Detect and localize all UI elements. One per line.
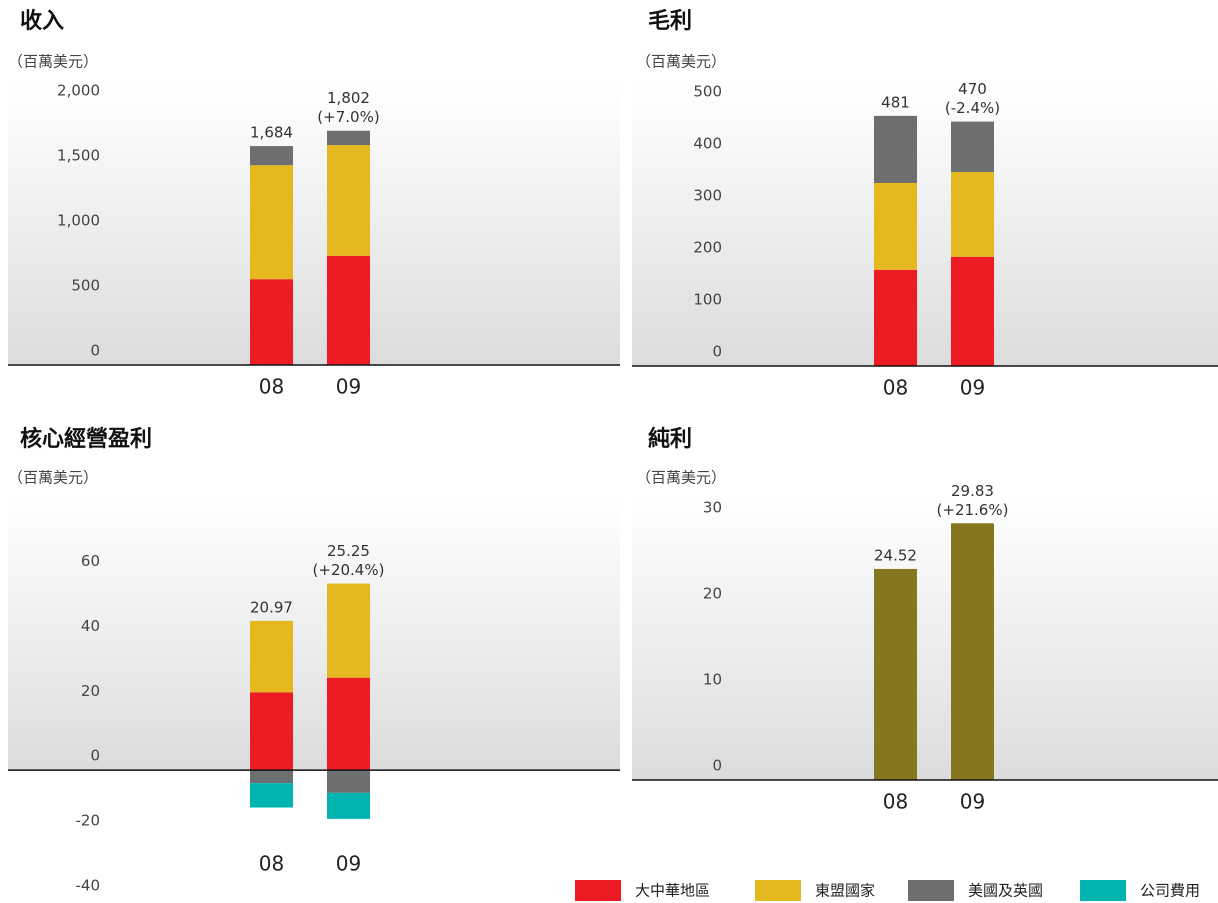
y-tick-label: -40	[76, 877, 101, 895]
bar-segment	[250, 783, 293, 808]
bar-segment	[327, 255, 370, 365]
bar-segment	[327, 677, 370, 771]
legend-swatch	[908, 880, 954, 901]
y-tick-label: 2,000	[57, 82, 100, 100]
y-tick-label: 0	[712, 343, 722, 361]
legend-label: 美國及英國	[968, 882, 1043, 900]
change-label: (+21.6%)	[937, 501, 1009, 519]
bar-segment	[327, 770, 370, 793]
x-tick-label: 09	[960, 376, 985, 400]
y-tick-label: 1,500	[57, 147, 100, 165]
bar-segment	[874, 568, 917, 780]
total-label: 29.83	[951, 482, 994, 500]
y-tick-label: 20	[703, 584, 722, 602]
panel: 純利 （百萬美元） 0 10 20 30 24.52 08 (+21.6%)29.83 09	[632, 426, 1218, 814]
legend-swatch	[1080, 880, 1126, 901]
change-label: (-2.4%)	[945, 99, 1000, 117]
chart-title: 收入	[20, 8, 64, 34]
panel: 收入 （百萬美元） 0 500 1,000 1,500 2,000 1,684 08 (+7.0%…	[8, 8, 620, 399]
y-tick-label: 300	[693, 187, 722, 205]
panel: 毛利 （百萬美元） 0 100 200 300 400 500 481 08 (-2.4%)470 0…	[632, 9, 1218, 400]
x-tick-label: 08	[883, 376, 908, 400]
x-tick-label: 09	[960, 790, 985, 814]
total-label: 24.52	[874, 546, 917, 564]
y-tick-label: 400	[693, 135, 722, 153]
bar-segment	[951, 523, 994, 780]
y-tick-label: 500	[71, 277, 100, 295]
plot-background	[8, 500, 620, 771]
legend-swatch	[755, 880, 801, 901]
y-tick-label: 200	[693, 239, 722, 257]
y-tick-label: 0	[90, 342, 100, 360]
chart-subtitle: （百萬美元）	[8, 469, 98, 487]
bar-segment	[874, 182, 917, 270]
y-tick-label: 100	[693, 291, 722, 309]
legend-label: 東盟國家	[815, 882, 875, 900]
plot-background	[8, 85, 620, 365]
y-tick-label: 10	[703, 670, 722, 688]
x-tick-label: 09	[336, 375, 361, 399]
chart-title: 純利	[648, 426, 692, 452]
x-tick-label: 08	[259, 375, 284, 399]
chart-subtitle: （百萬美元）	[8, 53, 98, 71]
chart-title: 核心經營盈利	[20, 426, 152, 452]
bar-segment	[327, 583, 370, 678]
y-tick-label: -20	[76, 812, 101, 830]
bar-segment	[874, 269, 917, 366]
y-tick-label: 0	[712, 757, 722, 775]
total-label: 25.25	[327, 542, 370, 560]
bar-segment	[327, 792, 370, 819]
legend-swatch	[575, 880, 621, 901]
y-tick-label: 60	[81, 552, 100, 570]
y-tick-label: 40	[81, 617, 100, 635]
bar-segment	[250, 165, 293, 280]
y-tick-label: 30	[703, 498, 722, 516]
legend-label: 公司費用	[1140, 882, 1200, 900]
legend-label: 大中華地區	[635, 882, 710, 900]
bar-segment	[951, 121, 994, 173]
bar-segment	[250, 279, 293, 365]
panel: 核心經營盈利 （百萬美元） -40 -20 0 20 40 60 20.97 08 (+20.4%)…	[8, 426, 620, 895]
y-tick-label: 20	[81, 682, 100, 700]
total-label: 470	[958, 80, 987, 98]
plot-background	[632, 85, 1218, 366]
y-tick-label: 1,000	[57, 212, 100, 230]
x-tick-label: 09	[336, 852, 361, 876]
bar-segment	[250, 620, 293, 693]
change-label: (+20.4%)	[313, 561, 385, 579]
plot-background	[632, 500, 1218, 780]
chart-title: 毛利	[648, 9, 692, 34]
bar-segment	[250, 770, 293, 784]
x-tick-label: 08	[259, 852, 284, 876]
total-label: 1,684	[250, 124, 293, 142]
chart-subtitle: （百萬美元）	[636, 469, 726, 487]
bar-segment	[250, 692, 293, 771]
y-tick-label: 0	[90, 747, 100, 765]
y-tick-label: 500	[693, 83, 722, 101]
total-label: 481	[881, 93, 910, 111]
bar-segment	[951, 256, 994, 366]
bar-segment	[327, 145, 370, 256]
total-label: 1,802	[327, 89, 370, 107]
bar-segment	[951, 172, 994, 257]
bar-segment	[874, 115, 917, 183]
bar-segment	[327, 130, 370, 146]
x-tick-label: 08	[883, 790, 908, 814]
total-label: 20.97	[250, 598, 293, 616]
change-label: (+7.0%)	[317, 108, 379, 126]
chart-subtitle: （百萬美元）	[636, 53, 726, 71]
bar-segment	[250, 146, 293, 166]
